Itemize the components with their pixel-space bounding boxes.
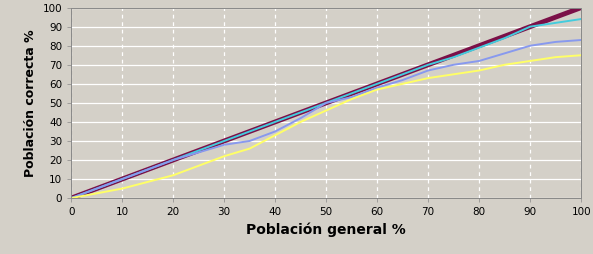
Cyan model <box>578 18 585 21</box>
Cyan model <box>501 37 508 40</box>
Cyan model <box>374 82 381 85</box>
Line: Blue model: Blue model <box>71 40 581 198</box>
Yellow model <box>119 187 126 190</box>
Blue model <box>374 86 381 89</box>
Blue model <box>552 40 559 43</box>
Blue model <box>450 63 457 66</box>
Blue model <box>246 139 253 142</box>
Yellow model <box>297 120 304 123</box>
Yellow model <box>450 73 457 76</box>
Cyan model <box>170 158 177 162</box>
Yellow model <box>68 197 75 200</box>
Line: Cyan model: Cyan model <box>71 19 581 198</box>
X-axis label: Población general %: Población general % <box>246 223 406 237</box>
Cyan model <box>476 46 483 49</box>
Blue model <box>527 44 534 47</box>
Blue model <box>68 197 75 200</box>
Cyan model <box>348 92 355 95</box>
Cyan model <box>399 73 406 76</box>
Yellow model <box>221 155 228 158</box>
Yellow model <box>425 77 432 80</box>
Yellow model <box>323 109 330 112</box>
Yellow model <box>476 69 483 72</box>
Blue model <box>399 78 406 82</box>
Blue model <box>272 130 279 133</box>
Yellow model <box>501 63 508 66</box>
Cyan model <box>527 25 534 28</box>
Y-axis label: Población correcta %: Población correcta % <box>24 29 37 177</box>
Yellow model <box>527 59 534 62</box>
Yellow model <box>348 98 355 101</box>
Blue model <box>323 101 330 104</box>
Blue model <box>170 158 177 162</box>
Yellow model <box>170 174 177 177</box>
Yellow model <box>399 82 406 85</box>
Cyan model <box>425 63 432 66</box>
Cyan model <box>323 101 330 104</box>
Blue model <box>297 117 304 120</box>
Blue model <box>578 38 585 41</box>
Line: Yellow model: Yellow model <box>71 55 581 198</box>
Blue model <box>476 59 483 62</box>
Cyan model <box>119 178 126 181</box>
Blue model <box>119 178 126 181</box>
Blue model <box>348 96 355 99</box>
Yellow model <box>374 88 381 91</box>
Cyan model <box>68 197 75 200</box>
Blue model <box>425 69 432 72</box>
Yellow model <box>272 134 279 137</box>
Yellow model <box>552 56 559 59</box>
Cyan model <box>552 21 559 24</box>
Yellow model <box>578 54 585 57</box>
Yellow model <box>246 147 253 150</box>
Cyan model <box>272 120 279 123</box>
Blue model <box>221 143 228 146</box>
Cyan model <box>221 139 228 142</box>
Blue model <box>501 52 508 55</box>
Cyan model <box>450 56 457 59</box>
